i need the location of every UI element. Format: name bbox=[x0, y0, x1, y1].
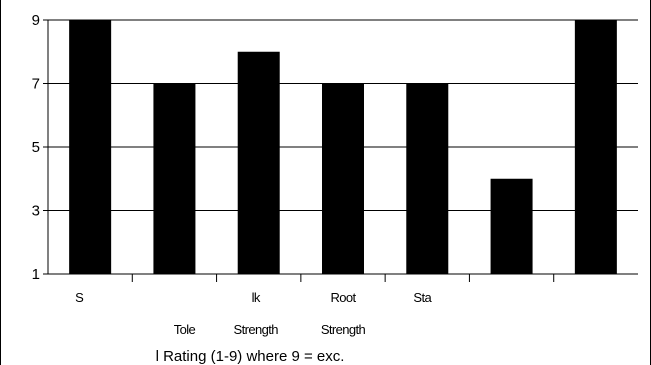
category-label: Strength bbox=[234, 322, 279, 337]
category-label: Tole bbox=[174, 322, 196, 337]
bar bbox=[490, 178, 533, 274]
bar bbox=[322, 83, 364, 274]
category-label: Strength bbox=[321, 322, 366, 337]
left-frame-edge bbox=[0, 0, 1, 365]
y-tick-label: 9 bbox=[32, 12, 40, 29]
bar bbox=[69, 20, 112, 274]
category-label: Root bbox=[330, 290, 356, 305]
bar bbox=[574, 20, 617, 274]
y-tick-label: 5 bbox=[32, 139, 40, 156]
bar bbox=[406, 83, 449, 274]
category-label: S bbox=[75, 290, 84, 305]
category-label: lk bbox=[252, 290, 261, 305]
y-tick-label: 3 bbox=[32, 203, 40, 220]
y-tick-label: 7 bbox=[32, 76, 40, 93]
y-tick-label: 1 bbox=[32, 266, 40, 283]
category-label: Sta bbox=[413, 290, 432, 305]
x-axis-label: l Rating (1-9) where 9 = exc. bbox=[156, 348, 345, 365]
bar bbox=[237, 51, 280, 274]
bar bbox=[153, 83, 196, 274]
